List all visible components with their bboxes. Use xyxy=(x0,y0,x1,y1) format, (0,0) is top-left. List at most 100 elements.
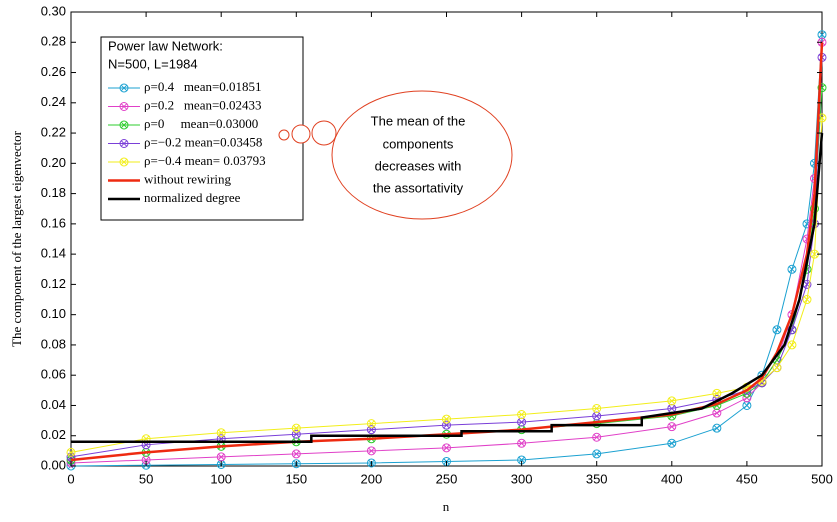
marker-cross xyxy=(218,453,225,461)
marker-cross xyxy=(120,158,128,166)
marker-cross xyxy=(668,405,675,412)
marker-cross xyxy=(293,450,300,458)
marker-cross xyxy=(743,402,751,409)
data-point xyxy=(366,419,376,429)
marker-cross xyxy=(67,449,75,456)
marker-cross xyxy=(368,447,375,455)
marker-cross xyxy=(713,390,721,397)
y-tick-label: 0.10 xyxy=(41,306,66,321)
data-point xyxy=(366,425,376,435)
marker-ring xyxy=(291,449,301,459)
x-tick-label: 350 xyxy=(586,471,608,486)
legend-marker xyxy=(119,102,129,111)
y-tick-label: 0.24 xyxy=(41,94,66,109)
legend-marker xyxy=(119,83,129,93)
marker-ring xyxy=(712,423,722,433)
annotation: components xyxy=(383,136,454,151)
legend-marker xyxy=(119,139,129,148)
callout-bubble xyxy=(291,124,311,144)
marker-cross xyxy=(773,326,781,333)
legend-label: normalized degree xyxy=(144,190,241,205)
marker-ring xyxy=(442,443,451,453)
marker-cross xyxy=(293,425,300,432)
y-axis-label: The component of the largest eigenvector xyxy=(9,130,24,347)
marker-cross xyxy=(668,440,675,447)
marker-ring xyxy=(712,388,722,398)
marker-ring xyxy=(442,414,451,424)
marker-ring xyxy=(442,420,451,430)
marker-ring xyxy=(66,447,76,457)
y-tick-label: 0.04 xyxy=(41,397,66,412)
data-point xyxy=(442,420,451,430)
y-tick-label: 0.26 xyxy=(41,64,66,79)
marker-ring xyxy=(592,432,602,442)
marker-cross xyxy=(368,420,375,427)
marker-cross xyxy=(803,296,811,303)
x-axis-label: n xyxy=(443,499,450,514)
marker-cross xyxy=(811,250,818,258)
marker-cross xyxy=(443,444,450,451)
legend-title: Power law Network: xyxy=(108,38,223,53)
marker-ring xyxy=(787,264,797,274)
legend-label: ρ=0 mean=0.03000 xyxy=(144,116,258,131)
marker-ring xyxy=(517,410,527,420)
y-tick-label: 0.30 xyxy=(41,3,66,18)
data-point xyxy=(712,388,722,398)
data-point xyxy=(772,363,782,373)
legend-label: ρ=0.2 mean=0.02433 xyxy=(144,97,262,112)
marker-cross xyxy=(788,266,796,273)
marker-ring xyxy=(772,363,782,373)
x-tick-label: 0 xyxy=(67,471,74,486)
data-point xyxy=(216,452,226,462)
data-point xyxy=(517,410,527,420)
data-point xyxy=(802,295,812,305)
marker-cross xyxy=(713,409,721,417)
callout-bubble xyxy=(278,129,290,141)
marker-ring xyxy=(366,446,376,456)
marker-cross xyxy=(593,405,600,412)
x-tick-label: 450 xyxy=(736,471,758,486)
marker-ring xyxy=(216,428,226,438)
marker-ring xyxy=(119,120,129,130)
x-tick-label: 150 xyxy=(285,471,307,486)
marker-ring xyxy=(667,438,677,448)
marker-cross xyxy=(593,412,600,420)
marker-ring xyxy=(772,325,782,335)
data-point xyxy=(772,325,782,335)
legend-marker xyxy=(119,120,129,130)
callout-bubble xyxy=(311,120,337,146)
marker-cross xyxy=(368,426,375,433)
marker-cross xyxy=(293,431,300,438)
marker-cross xyxy=(713,425,721,432)
marker-cross xyxy=(593,450,600,458)
marker-cross xyxy=(773,364,781,371)
marker-ring xyxy=(592,403,602,413)
data-point xyxy=(592,432,602,442)
data-point xyxy=(366,446,376,456)
marker-ring xyxy=(802,295,812,305)
x-tick-label: 400 xyxy=(661,471,683,486)
callout xyxy=(278,90,513,220)
data-point xyxy=(787,264,797,274)
marker-ring xyxy=(592,449,602,459)
marker-ring xyxy=(291,459,301,469)
data-point xyxy=(787,340,797,350)
data-point xyxy=(442,414,451,424)
marker-ring xyxy=(787,340,797,350)
marker-cross xyxy=(668,397,675,405)
marker-cross xyxy=(120,140,128,147)
y-tick-label: 0.12 xyxy=(41,276,66,291)
marker-ring xyxy=(817,83,827,93)
y-tick-label: 0.00 xyxy=(41,457,66,472)
marker-ring xyxy=(119,83,129,93)
data-point xyxy=(712,423,722,433)
marker-ring xyxy=(366,458,376,468)
series-line xyxy=(70,42,824,462)
x-tick-label: 300 xyxy=(511,471,533,486)
y-tick-label: 0.16 xyxy=(41,215,66,230)
marker-ring xyxy=(742,385,752,395)
marker-cross xyxy=(120,84,128,92)
marker-ring xyxy=(366,419,376,429)
marker-cross xyxy=(518,456,525,464)
